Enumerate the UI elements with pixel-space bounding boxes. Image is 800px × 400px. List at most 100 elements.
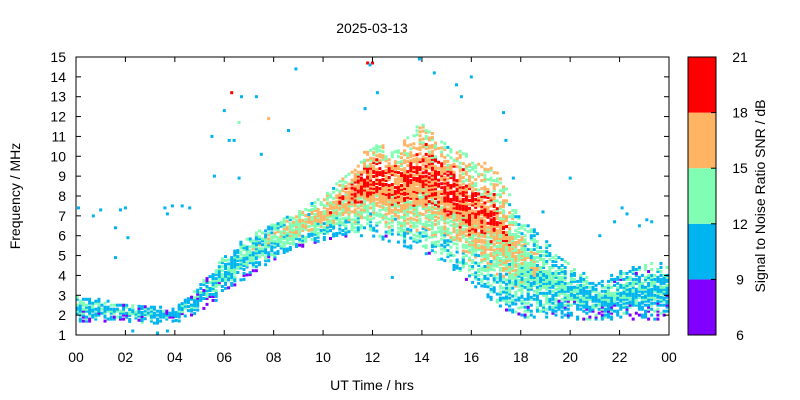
snr-cell	[258, 237, 261, 241]
snr-cell	[81, 307, 85, 311]
snr-cell	[335, 210, 339, 214]
snr-cell	[480, 232, 484, 236]
snr-cell	[449, 186, 453, 190]
snr-cell	[381, 195, 385, 199]
snr-cell	[526, 281, 530, 285]
snr-cell	[288, 238, 292, 242]
snr-cell	[400, 205, 403, 209]
snr-cell	[400, 174, 403, 177]
snr-cell	[396, 161, 400, 165]
snr-cell	[159, 315, 163, 319]
snr-cell	[483, 169, 487, 173]
snr-cell	[461, 221, 465, 225]
snr-cell	[282, 223, 286, 227]
snr-cell	[196, 308, 200, 312]
snr-cell	[171, 309, 175, 313]
snr-cell	[461, 265, 465, 269]
snr-cell	[579, 303, 583, 307]
snr-cell	[474, 170, 478, 174]
snr-cell	[455, 258, 459, 262]
snr-cell	[483, 167, 487, 171]
snr-cell	[285, 239, 289, 243]
snr-cell	[477, 200, 481, 204]
snr-cell	[233, 261, 237, 265]
sporadic-cell	[237, 121, 241, 124]
snr-cell	[523, 270, 527, 273]
snr-cell	[430, 181, 434, 185]
snr-cell	[557, 275, 561, 279]
snr-cell	[483, 175, 487, 179]
snr-cell	[421, 145, 425, 149]
sporadic-cell	[541, 210, 545, 214]
snr-cell	[576, 307, 580, 311]
snr-cell	[430, 157, 434, 161]
snr-cell	[443, 189, 447, 193]
snr-cell	[387, 172, 391, 176]
snr-cell	[483, 209, 487, 213]
snr-cell	[505, 300, 508, 304]
snr-cell	[353, 222, 357, 226]
snr-cell	[335, 234, 339, 237]
sporadic-cell	[455, 83, 458, 87]
snr-cell	[483, 179, 487, 183]
snr-cell	[502, 203, 505, 207]
snr-cell	[81, 313, 85, 317]
snr-cell	[576, 289, 580, 293]
snr-cell	[582, 291, 586, 295]
snr-cell	[214, 289, 218, 292]
snr-cell	[329, 221, 332, 225]
snr-cell	[474, 275, 478, 279]
snr-cell	[455, 191, 459, 194]
snr-cell	[468, 248, 471, 252]
snr-cell	[486, 277, 490, 281]
snr-cell	[573, 299, 576, 303]
snr-cell	[437, 194, 441, 198]
snr-cell	[295, 231, 298, 235]
snr-cell	[366, 184, 370, 188]
snr-cell	[557, 281, 561, 285]
snr-cell	[576, 315, 580, 319]
snr-cell	[486, 231, 490, 235]
snr-cell	[665, 287, 669, 291]
snr-cell	[369, 190, 373, 194]
snr-cell	[434, 218, 437, 222]
snr-cell	[264, 255, 268, 259]
snr-cell	[406, 199, 410, 203]
snr-cell	[449, 211, 453, 215]
snr-cell	[594, 317, 598, 321]
snr-cell	[174, 311, 178, 315]
snr-cell	[449, 235, 453, 239]
snr-cell	[505, 252, 508, 256]
snr-cell	[520, 305, 524, 309]
snr-cell	[437, 216, 441, 220]
snr-cell	[483, 207, 487, 211]
snr-cell	[217, 271, 221, 275]
snr-cell	[480, 173, 484, 177]
snr-cell	[372, 206, 376, 210]
snr-cell	[545, 254, 549, 258]
snr-cell	[446, 159, 450, 163]
snr-cell	[535, 232, 539, 236]
snr-cell	[464, 246, 468, 250]
snr-cell	[369, 228, 373, 232]
snr-cell	[464, 230, 468, 234]
snr-cell	[190, 313, 193, 317]
snr-cell	[91, 315, 95, 319]
snr-cell	[103, 305, 107, 309]
snr-cell	[125, 313, 129, 317]
snr-cell	[310, 237, 314, 241]
snr-cell	[338, 221, 342, 225]
snr-cell	[329, 223, 332, 227]
snr-cell	[591, 309, 595, 313]
snr-cell	[369, 166, 373, 170]
snr-cell	[325, 191, 329, 195]
snr-cell	[406, 227, 410, 231]
snr-cell	[464, 196, 468, 200]
snr-cell	[415, 181, 419, 184]
snr-cell	[406, 201, 410, 205]
snr-cell	[532, 234, 536, 238]
snr-cell	[325, 197, 329, 201]
snr-cell	[585, 297, 589, 301]
snr-cell	[616, 291, 620, 295]
snr-cell	[409, 159, 413, 163]
